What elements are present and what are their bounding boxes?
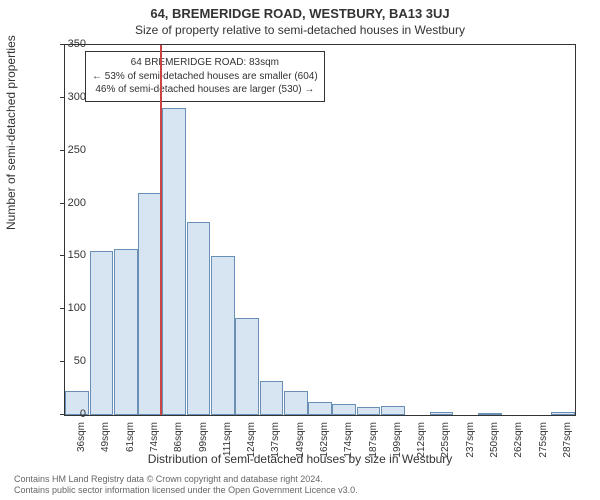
histogram-bar xyxy=(211,256,235,415)
histogram-bar xyxy=(357,407,381,415)
x-tick-label: 86sqm xyxy=(173,422,184,462)
x-tick-label: 36sqm xyxy=(76,422,87,462)
plot-area: 64 BREMERIDGE ROAD: 83sqm ← 53% of semi-… xyxy=(64,44,576,416)
histogram-bar xyxy=(162,108,186,415)
marker-line xyxy=(160,45,162,415)
chart-container: 64, BREMERIDGE ROAD, WESTBURY, BA13 3UJ … xyxy=(0,0,600,500)
histogram-bar xyxy=(430,412,454,415)
x-tick-label: 137sqm xyxy=(270,422,281,462)
y-tick-mark xyxy=(60,414,64,415)
histogram-bar xyxy=(260,381,284,415)
y-tick-mark xyxy=(60,255,64,256)
histogram-bar xyxy=(138,193,162,415)
annotation-line1: 64 BREMERIDGE ROAD: 83sqm xyxy=(92,56,318,70)
histogram-bar xyxy=(284,391,308,415)
histogram-bar xyxy=(114,249,138,415)
footer-attribution: Contains HM Land Registry data © Crown c… xyxy=(14,474,358,497)
histogram-bar xyxy=(235,318,259,415)
y-tick-mark xyxy=(60,361,64,362)
x-tick-label: 74sqm xyxy=(149,422,160,462)
x-tick-label: 162sqm xyxy=(319,422,330,462)
histogram-bar xyxy=(478,413,502,415)
x-tick-label: 174sqm xyxy=(343,422,354,462)
footer-line1: Contains HM Land Registry data © Crown c… xyxy=(14,474,358,485)
x-tick-label: 149sqm xyxy=(295,422,306,462)
y-tick-mark xyxy=(60,203,64,204)
y-axis-label: Number of semi-detached properties xyxy=(4,35,18,230)
x-tick-label: 49sqm xyxy=(100,422,111,462)
y-tick-mark xyxy=(60,97,64,98)
x-tick-label: 275sqm xyxy=(538,422,549,462)
histogram-bar xyxy=(551,412,575,415)
y-tick-mark xyxy=(60,44,64,45)
y-tick-mark xyxy=(60,150,64,151)
x-tick-label: 287sqm xyxy=(562,422,573,462)
histogram-bar xyxy=(90,251,114,415)
x-tick-label: 61sqm xyxy=(125,422,136,462)
annotation-line3: 46% of semi-detached houses are larger (… xyxy=(92,83,318,97)
histogram-bar xyxy=(332,404,356,415)
x-tick-label: 99sqm xyxy=(198,422,209,462)
x-tick-label: 124sqm xyxy=(246,422,257,462)
histogram-bar xyxy=(187,222,211,415)
chart-title: 64, BREMERIDGE ROAD, WESTBURY, BA13 3UJ xyxy=(0,0,600,21)
y-tick-mark xyxy=(60,308,64,309)
x-tick-label: 212sqm xyxy=(416,422,427,462)
chart-subtitle: Size of property relative to semi-detach… xyxy=(0,21,600,37)
annotation-box: 64 BREMERIDGE ROAD: 83sqm ← 53% of semi-… xyxy=(85,51,325,102)
annotation-line2: ← 53% of semi-detached houses are smalle… xyxy=(92,70,318,84)
x-tick-label: 225sqm xyxy=(440,422,451,462)
footer-line2: Contains public sector information licen… xyxy=(14,485,358,496)
x-tick-label: 199sqm xyxy=(392,422,403,462)
x-tick-label: 237sqm xyxy=(465,422,476,462)
histogram-bar xyxy=(381,406,405,416)
x-tick-label: 187sqm xyxy=(368,422,379,462)
x-tick-label: 250sqm xyxy=(489,422,500,462)
histogram-bar xyxy=(308,402,332,415)
x-tick-label: 111sqm xyxy=(222,422,233,462)
x-tick-label: 262sqm xyxy=(513,422,524,462)
